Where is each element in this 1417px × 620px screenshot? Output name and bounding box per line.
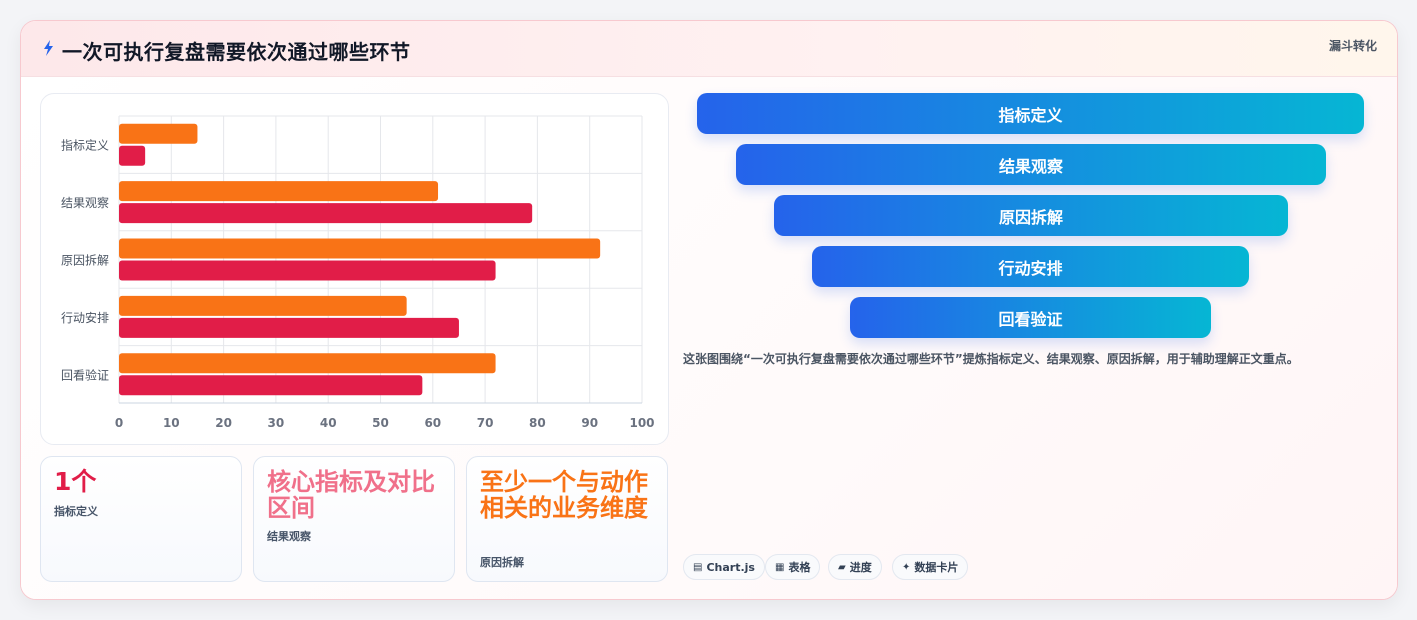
chart-type-tag: 漏斗转化 [1328, 39, 1377, 53]
x-tick-label: 10 [163, 416, 180, 430]
page-title: 一次可执行复盘需要依次通过哪些环节 [62, 40, 411, 64]
table-icon: ▦ [775, 561, 785, 573]
bar [119, 375, 423, 396]
x-tick-label: 100 [629, 416, 654, 430]
stat-card-2: 核心指标及对比区间 结果观察 [253, 456, 455, 582]
x-tick-label: 50 [372, 416, 389, 430]
y-tick-label: 回看验证 [61, 367, 109, 382]
stat-label: 指标定义 [54, 505, 98, 518]
lightning-icon [44, 40, 53, 56]
bar [119, 317, 459, 338]
funnel-step-4: 行动安排 [812, 246, 1249, 287]
bar [119, 260, 496, 281]
y-tick-label: 行动安排 [61, 310, 109, 325]
stat-card-1: 1个 指标定义 [40, 456, 242, 582]
y-tick-label: 结果观察 [61, 196, 109, 210]
bar [119, 295, 407, 316]
bar [119, 145, 146, 166]
chip-chartjs[interactable]: ▤ Chart.js [683, 554, 765, 580]
x-tick-label: 0 [115, 416, 123, 430]
chart-icon: ▤ [693, 561, 703, 573]
stat-label: 结果观察 [267, 530, 311, 543]
x-tick-label: 80 [529, 416, 546, 430]
funnel-step-3: 原因拆解 [774, 195, 1288, 236]
chip-table[interactable]: ▦ 表格 [765, 554, 821, 580]
x-tick-label: 70 [477, 416, 494, 430]
sparkle-icon: ✦ [902, 561, 911, 573]
chip-progress[interactable]: ▰ 进度 [828, 554, 882, 580]
bar-chart-panel: 0 10 20 30 40 50 60 70 80 90 100 指标定义结果观察原因拆解行动安排回看… [40, 93, 669, 445]
bar [119, 203, 533, 224]
x-tick-label: 60 [424, 416, 441, 430]
funnel-step-2: 结果观察 [736, 144, 1326, 185]
stat-value: 至少一个与动作相关的业务维度 [480, 468, 648, 522]
x-tick-label: 30 [268, 416, 285, 430]
funnel-step-1: 指标定义 [697, 93, 1364, 134]
chart-description: 这张图围绕“一次可执行复盘需要依次通过哪些环节”提炼指标定义、结果观察、原因拆解… [683, 352, 1299, 366]
x-tick-label: 90 [581, 416, 598, 430]
y-tick-label: 指标定义 [61, 138, 109, 153]
bar [119, 238, 601, 259]
stat-label: 原因拆解 [480, 556, 524, 569]
x-tick-label: 40 [320, 416, 337, 430]
bar [119, 181, 439, 202]
chip-label: 表格 [788, 561, 811, 574]
x-tick-label: 20 [215, 416, 232, 430]
report-card: 一次可执行复盘需要依次通过哪些环节 漏斗转化 0 10 20 30 40 50 60 70 80… [20, 20, 1398, 600]
chip-label: 数据卡片 [914, 561, 959, 574]
bar-chart: 0 10 20 30 40 50 60 70 80 90 100 指标定义结果观察原因拆解行动安排回看… [61, 115, 655, 430]
y-tick-label: 原因拆解 [61, 253, 109, 268]
chip-data-card[interactable]: ✦ 数据卡片 [892, 554, 969, 580]
progress-icon: ▰ [838, 561, 846, 573]
chip-label: 进度 [849, 561, 872, 574]
bar [119, 123, 198, 144]
stat-value: 核心指标及对比区间 [267, 468, 435, 522]
funnel-step-5: 回看验证 [850, 297, 1211, 338]
stat-card-3: 至少一个与动作相关的业务维度 原因拆解 [466, 456, 668, 582]
card-header: 一次可执行复盘需要依次通过哪些环节 漏斗转化 [21, 21, 1397, 77]
chip-label: Chart.js [706, 560, 755, 574]
stat-value: 1个 [54, 467, 97, 496]
bar [119, 353, 496, 374]
